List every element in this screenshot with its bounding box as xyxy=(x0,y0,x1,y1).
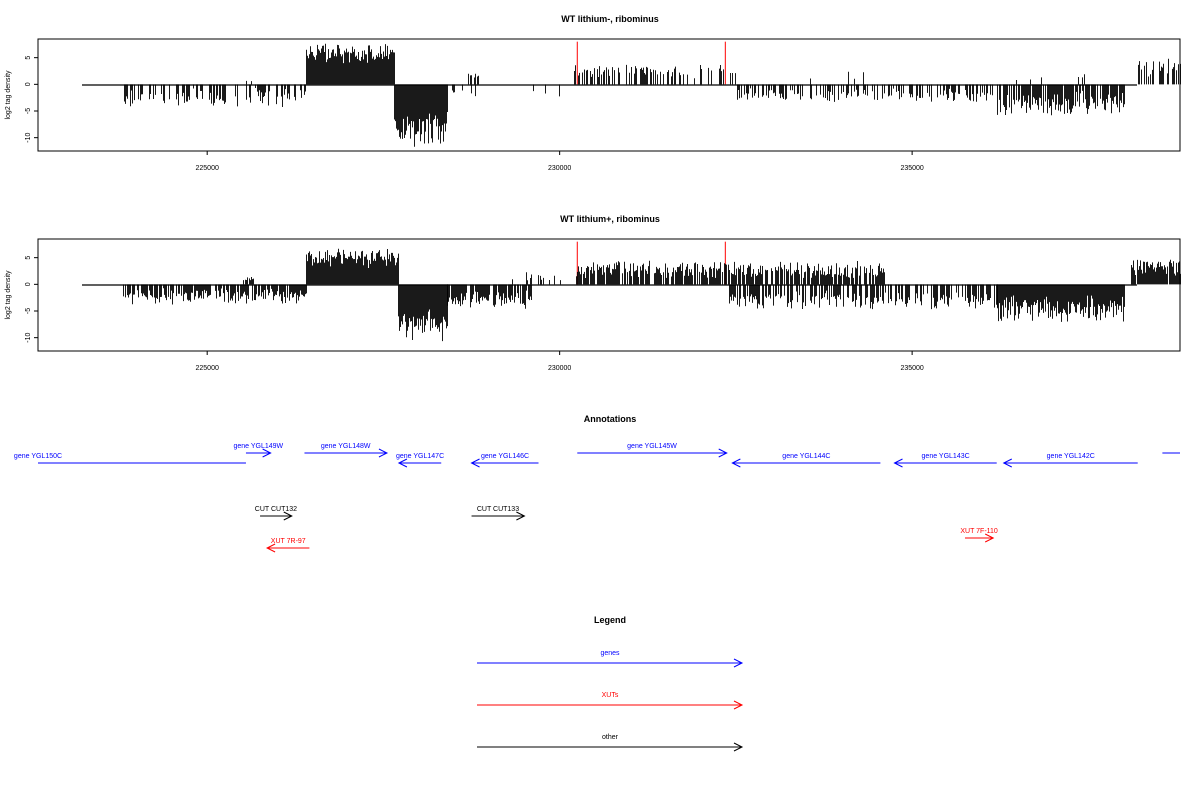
panel-title: WT lithium+, ribominus xyxy=(560,214,660,224)
arrow-head xyxy=(470,458,480,468)
feature-label: gene YGL146C xyxy=(481,453,529,460)
feature-label: XUT 7F-110 xyxy=(960,528,998,535)
panel-lithium-minus: WT lithium-, ribominus 5 0 -5 -10 log2 tag … xyxy=(5,14,1181,172)
legend-label: XUTs xyxy=(602,692,619,699)
arrow-head xyxy=(1002,458,1012,468)
feature-label: gene YGL145W xyxy=(627,443,677,450)
feature-label: gene YGL142C xyxy=(1047,453,1095,460)
legend-arrow-head xyxy=(733,742,744,752)
bars xyxy=(124,43,1181,147)
annotation-feature: gene YGL142C xyxy=(1002,453,1138,468)
legend-arrow-head xyxy=(733,658,744,668)
y-tick-label: 5 xyxy=(25,56,32,60)
feature-label: gene YGL150C xyxy=(14,453,62,460)
y-ticks: 5 0 -5 -10 xyxy=(25,256,38,343)
annotation-feature: gene YGL143C xyxy=(893,453,997,468)
legend-label: genes xyxy=(600,650,620,657)
feature-label: CUT CUT132 xyxy=(255,506,297,513)
y-tick-label: 0 xyxy=(25,282,32,286)
annotation-features: gene YGL150C gene YGL149W gene YGL148W gene… xyxy=(14,443,1180,553)
y-axis-label: log2 tag density xyxy=(5,270,12,320)
panel-title: WT lithium-, ribominus xyxy=(561,14,659,24)
feature-label: gene YGL148W xyxy=(321,443,371,450)
feature-label: gene YGL149W xyxy=(233,443,283,450)
arrow-head xyxy=(893,458,903,468)
panel-lithium-plus: WT lithium+, ribominus 5 0 -5 -10 log2 tag … xyxy=(5,214,1181,372)
x-tick-label: 230000 xyxy=(548,365,571,372)
feature-label: gene YGL144C xyxy=(782,453,830,460)
x-tick-label: 235000 xyxy=(900,365,923,372)
annotation-feature: XUT 7F-110 xyxy=(960,528,998,543)
legend-title: Legend xyxy=(594,615,626,625)
feature-label: gene YGL147C xyxy=(396,453,444,460)
y-ticks: 5 0 -5 -10 xyxy=(25,56,38,143)
arrow-head xyxy=(265,543,276,553)
arrow-head xyxy=(283,511,293,521)
feature-label: XUT 7R-97 xyxy=(271,538,306,545)
annotation-feature: gene xyxy=(1162,452,1180,454)
y-tick-label: -10 xyxy=(25,333,32,343)
feature-label: gene YGL143C xyxy=(922,453,970,460)
arrow-head xyxy=(397,458,408,468)
annotation-feature: CUT CUT132 xyxy=(255,506,297,521)
x-tick-label: 225000 xyxy=(196,365,219,372)
annotation-feature: gene YGL144C xyxy=(731,453,881,468)
legend-item: XUTs xyxy=(477,692,744,710)
y-axis: 5 0 -5 -10 log2 tag density xyxy=(5,56,39,143)
y-tick-label: -10 xyxy=(25,133,32,143)
annotation-feature: gene YGL149W xyxy=(233,443,284,458)
y-tick-label: 0 xyxy=(25,82,32,86)
legend-label: other xyxy=(602,734,619,741)
annotation-feature: gene YGL150C xyxy=(14,453,246,464)
feature-label: CUT CUT133 xyxy=(477,506,519,513)
legend-item: other xyxy=(477,734,744,752)
annotation-feature: gene YGL147C xyxy=(396,453,444,468)
x-tick-label: 235000 xyxy=(900,165,923,172)
y-tick-label: -5 xyxy=(25,108,32,114)
arrow-head xyxy=(378,448,389,458)
x-ticks: 225000 230000 235000 xyxy=(196,351,924,372)
annotation-feature: gene YGL145W xyxy=(577,443,728,458)
x-ticks: 225000 230000 235000 xyxy=(196,151,924,172)
x-tick-label: 230000 xyxy=(548,165,571,172)
annotation-feature: gene YGL146C xyxy=(470,453,539,468)
arrow-head xyxy=(516,511,526,521)
arrow-head xyxy=(718,448,728,458)
legend-items: genes XUTs other xyxy=(477,650,744,752)
annotation-feature: gene YGL148W xyxy=(304,443,389,458)
legend-panel: Legend genes XUTs other xyxy=(477,615,744,752)
legend-arrow-head xyxy=(733,700,744,710)
annotation-feature: XUT 7R-97 xyxy=(265,538,310,553)
bars xyxy=(123,248,1181,342)
y-tick-label: 5 xyxy=(25,256,32,260)
legend-item: genes xyxy=(477,650,744,668)
red-markers xyxy=(576,41,726,85)
y-tick-label: -5 xyxy=(25,308,32,314)
annotation-feature: CUT CUT133 xyxy=(471,506,526,521)
arrow-head xyxy=(984,533,995,543)
arrow-head xyxy=(731,458,741,468)
y-axis-label: log2 tag density xyxy=(5,70,12,120)
x-tick-label: 225000 xyxy=(196,165,219,172)
arrow-head xyxy=(262,448,272,458)
y-axis: 5 0 -5 -10 log2 tag density xyxy=(5,256,39,343)
annotations-title: Annotations xyxy=(584,414,637,424)
